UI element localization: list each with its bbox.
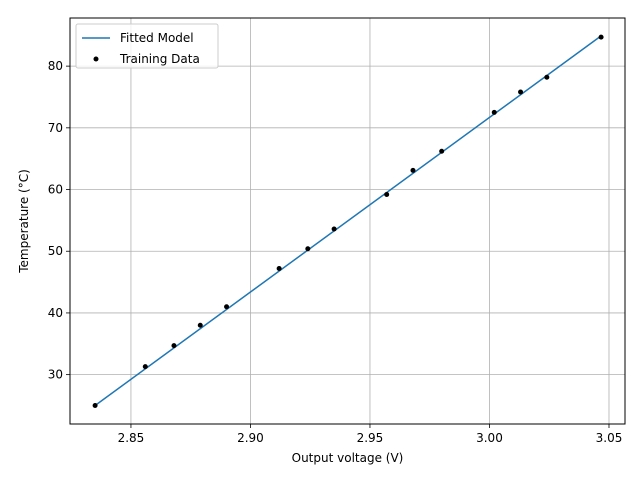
- y-tick-label: 30: [48, 368, 63, 382]
- legend-entry-label: Training Data: [119, 52, 200, 66]
- training-data-point: [197, 322, 203, 328]
- y-tick-label: 60: [48, 183, 63, 197]
- training-data-point: [598, 34, 604, 40]
- legend-box: [75, 23, 219, 69]
- training-data-point: [92, 402, 98, 408]
- y-tick-label: 50: [48, 244, 63, 258]
- axis-ticks: 2.85 2.90 2.95 3.00 3.05 30 40 50 60 70 80: [48, 59, 623, 445]
- y-tick-label: 40: [48, 306, 63, 320]
- legend-marker-swatch: [93, 56, 99, 62]
- fitted-model-line: [94, 35, 602, 407]
- training-data-point: [410, 167, 416, 173]
- training-data-point: [224, 304, 230, 310]
- plot-series: [92, 34, 604, 408]
- training-data-point: [331, 226, 337, 232]
- training-data-point: [544, 74, 550, 80]
- legend-entry-label: Fitted Model: [120, 31, 194, 45]
- x-tick-label: 3.00: [476, 431, 503, 445]
- training-data-point: [142, 364, 148, 370]
- x-tick-label: 2.95: [357, 431, 384, 445]
- y-axis-label: Temperature (°C): [17, 169, 31, 274]
- x-tick-label: 2.85: [118, 431, 145, 445]
- training-data-point: [305, 246, 311, 252]
- y-tick-label: 80: [48, 59, 63, 73]
- training-data-point: [171, 343, 177, 349]
- plot-area-frame: [69, 17, 626, 425]
- training-data-point: [384, 191, 390, 197]
- x-tick-label: 2.90: [237, 431, 264, 445]
- training-data-point: [518, 89, 524, 95]
- training-data-point: [491, 109, 497, 115]
- y-tick-label: 70: [48, 121, 63, 135]
- legend: Fitted Model Training Data: [75, 23, 219, 69]
- x-axis-label: Output voltage (V): [292, 451, 404, 465]
- training-data-point: [439, 148, 445, 154]
- training-data-point: [276, 266, 282, 272]
- x-tick-label: 3.05: [596, 431, 623, 445]
